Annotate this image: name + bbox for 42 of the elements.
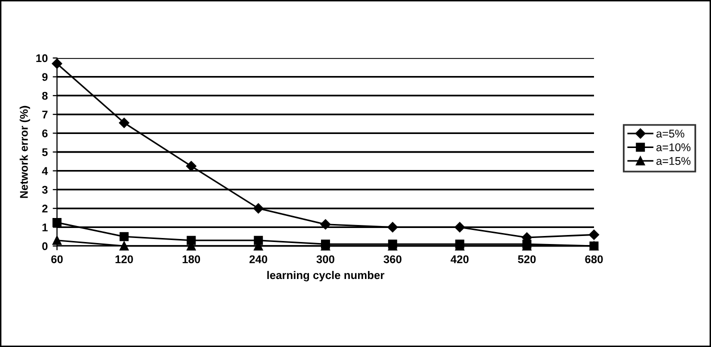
point: [320, 219, 331, 230]
point: [589, 241, 599, 251]
x-tick-label: 180: [182, 255, 200, 264]
y-tick-label: 3: [42, 186, 48, 194]
y-tick-label: 4: [42, 167, 48, 175]
point: [119, 118, 130, 128]
point: [186, 236, 196, 245]
x-tick-label: 360: [384, 255, 402, 264]
x-tick-label: 60: [51, 255, 63, 264]
x-tick-label: 680: [585, 255, 603, 264]
point: [388, 240, 398, 249]
y-tick-label: 8: [42, 92, 48, 100]
x-tick-label: 240: [249, 255, 268, 264]
y-tick-label: 7: [42, 110, 48, 118]
y-tick-label: 6: [42, 129, 48, 138]
point: [120, 241, 129, 251]
y-tick-label: 0: [42, 242, 48, 250]
x-axis-title: learning cycle number: [267, 270, 384, 282]
legend-label: a=10%: [656, 143, 690, 152]
legend-label: a=5%: [656, 130, 684, 138]
x-tick-label: 120: [116, 255, 133, 264]
point: [588, 230, 600, 240]
point: [455, 240, 464, 249]
point: [120, 232, 129, 242]
y-tick-label: 9: [42, 73, 48, 81]
x-tick-label: 520: [518, 255, 536, 264]
point: [52, 218, 62, 228]
point: [253, 203, 264, 214]
point: [52, 58, 62, 69]
y-axis-title: Network error (%): [20, 106, 30, 198]
y-tick-label: 10: [36, 54, 48, 62]
point: [52, 236, 62, 245]
legend-label: a=15%: [656, 157, 690, 165]
y-tick-label: 1: [42, 224, 48, 232]
y-tick-label: 2: [42, 204, 48, 212]
point: [388, 222, 398, 232]
point: [254, 236, 263, 245]
x-tick-label: 420: [450, 255, 469, 264]
x-tick-label: 300: [316, 255, 334, 264]
point: [454, 222, 465, 232]
point: [186, 160, 196, 172]
y-tick-label: 5: [42, 148, 48, 156]
